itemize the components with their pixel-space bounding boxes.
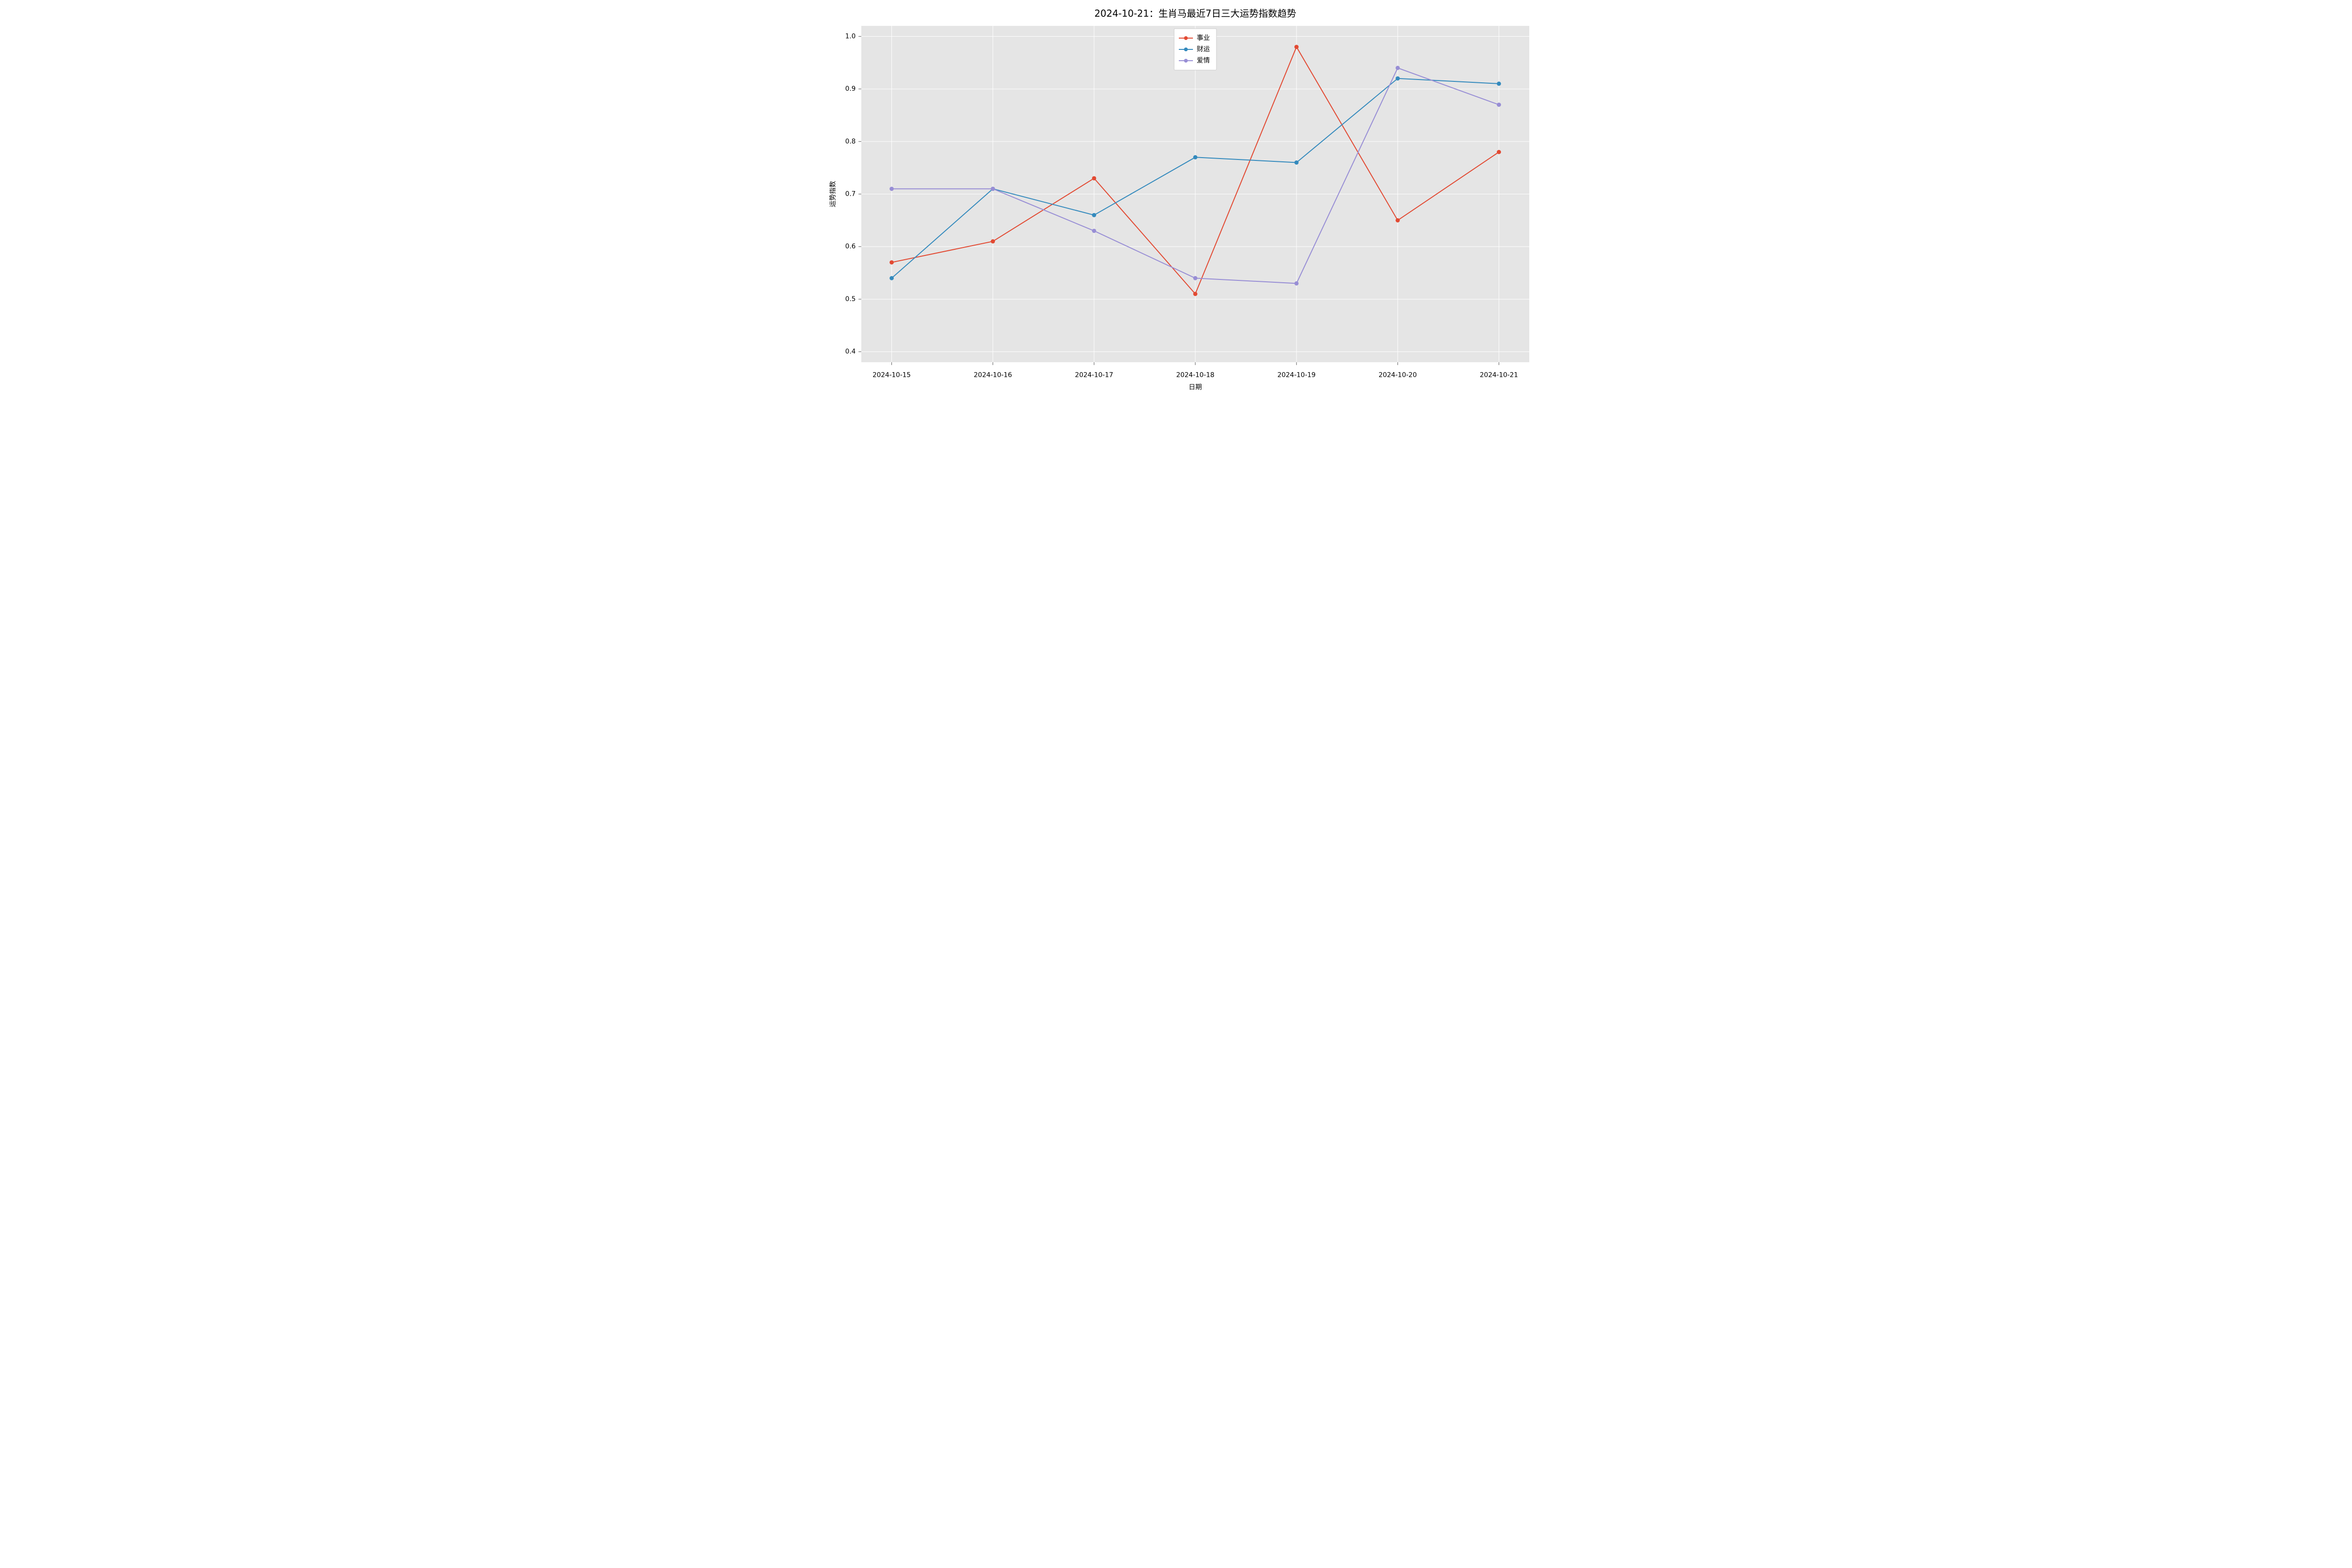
xtick-label: 2024-10-20 — [1379, 372, 1417, 379]
xtick-label: 2024-10-18 — [1176, 372, 1214, 379]
series-marker-事业 — [890, 261, 894, 264]
series-marker-财运 — [890, 276, 894, 280]
ytick-label: 0.6 — [845, 243, 856, 250]
series-marker-事业 — [1396, 218, 1399, 222]
xtick-label: 2024-10-19 — [1277, 372, 1315, 379]
series-marker-财运 — [1295, 160, 1298, 164]
legend-label: 爱情 — [1197, 57, 1210, 64]
series-marker-爱情 — [1295, 281, 1298, 285]
chart-title: 2024-10-21：生肖马最近7日三大运势指数趋势 — [1095, 8, 1296, 19]
ytick-label: 0.9 — [845, 85, 856, 93]
legend-swatch-marker — [1184, 48, 1188, 51]
series-marker-事业 — [1092, 176, 1096, 180]
ytick-label: 0.8 — [845, 138, 856, 145]
xtick-label: 2024-10-21 — [1480, 372, 1518, 379]
xtick-label: 2024-10-16 — [974, 372, 1012, 379]
y-axis-label: 运势指数 — [829, 181, 837, 207]
ytick-label: 1.0 — [845, 32, 856, 40]
series-marker-事业 — [991, 239, 995, 243]
legend-label: 财运 — [1197, 46, 1210, 53]
line-chart: 0.4 0.5 0.6 0.7 0.8 0.9 1.0 2024-10-15 2024-10-1… — [812, 0, 1540, 392]
series-marker-事业 — [1497, 150, 1501, 154]
xtick-label: 2024-10-15 — [873, 372, 911, 379]
ytick-label: 0.7 — [845, 191, 856, 198]
legend-label: 事业 — [1197, 34, 1210, 42]
series-marker-财运 — [1497, 82, 1501, 86]
series-marker-爱情 — [1193, 276, 1197, 280]
series-marker-爱情 — [1396, 66, 1399, 70]
legend-swatch-marker — [1184, 59, 1188, 63]
series-marker-财运 — [1396, 77, 1399, 80]
series-marker-爱情 — [991, 187, 995, 191]
x-axis-label: 日期 — [1189, 384, 1202, 391]
xtick-label: 2024-10-17 — [1075, 372, 1113, 379]
series-marker-爱情 — [1092, 229, 1096, 233]
series-marker-财运 — [1092, 213, 1096, 217]
ytick-label: 0.4 — [845, 348, 856, 356]
series-marker-事业 — [1295, 45, 1298, 49]
chart-container: 0.4 0.5 0.6 0.7 0.8 0.9 1.0 2024-10-15 2024-10-1… — [812, 0, 1540, 392]
series-marker-爱情 — [890, 187, 894, 191]
legend-swatch-marker — [1184, 36, 1188, 40]
series-marker-事业 — [1193, 292, 1197, 296]
ytick-label: 0.5 — [845, 295, 856, 303]
series-marker-财运 — [1193, 155, 1197, 159]
series-marker-爱情 — [1497, 103, 1501, 107]
